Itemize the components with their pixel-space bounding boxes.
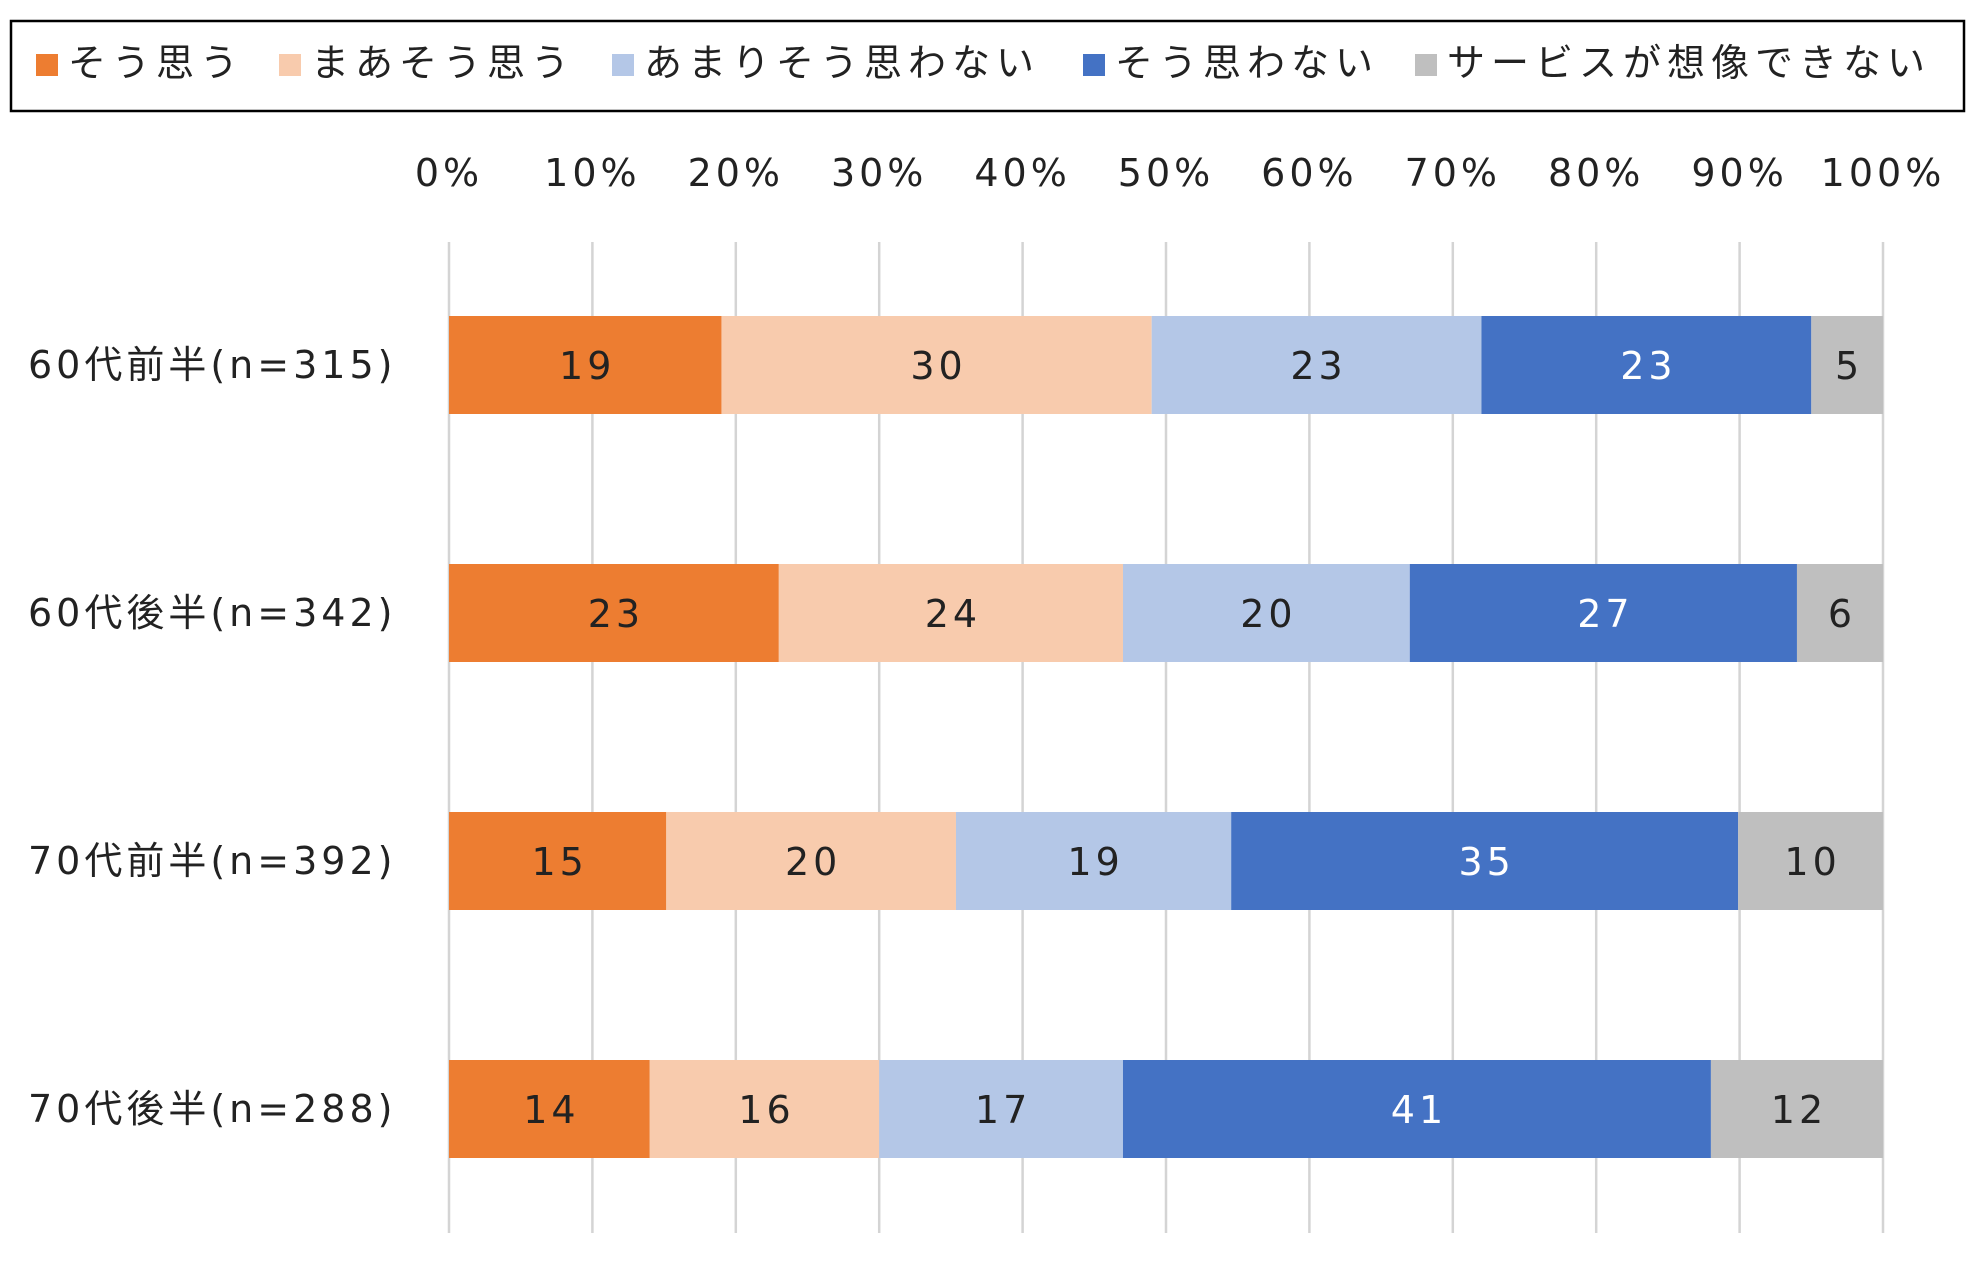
legend-swatch <box>279 54 301 76</box>
legend-label: そう思わない <box>1115 41 1379 85</box>
bar-segment <box>879 1060 1123 1158</box>
data-label: 23 <box>1620 344 1676 388</box>
legend: そう思う まあそう思う あまりそう思わない そう思わない サービスが想像できない <box>36 41 1931 85</box>
x-tick-label: 50% <box>1118 151 1214 195</box>
x-tick-label: 70% <box>1405 151 1501 195</box>
x-tick-label: 90% <box>1691 151 1787 195</box>
data-label: 30 <box>910 344 966 388</box>
legend-label: サービスが想像できない <box>1447 41 1931 85</box>
data-label: 41 <box>1391 1088 1447 1132</box>
category-label: 60代前半(n=315) <box>28 343 396 387</box>
data-label: 12 <box>1771 1088 1827 1132</box>
bar-segment <box>1151 316 1482 414</box>
bar-segment <box>1710 1060 1883 1158</box>
x-tick-label: 100% <box>1821 151 1946 195</box>
data-label: 10 <box>1784 840 1840 884</box>
legend-frame <box>9 19 1966 113</box>
category-labels: 60代前半(n=315) 60代後半(n=342) 70代前半(n=392) 70代後… <box>28 343 396 1131</box>
bar-segment <box>666 812 956 910</box>
bar-segment <box>449 564 779 662</box>
legend-label: まあそう思う <box>311 41 575 85</box>
category-label: 60代後半(n=342) <box>28 591 396 635</box>
data-label: 6 <box>1828 592 1856 636</box>
category-label: 70代前半(n=392) <box>28 839 396 883</box>
legend-swatch <box>36 54 58 76</box>
data-label: 5 <box>1835 344 1863 388</box>
legend-label: そう思う <box>68 41 244 85</box>
bar-segment <box>649 1060 880 1158</box>
bar-segment <box>955 812 1232 910</box>
data-label: 19 <box>559 344 615 388</box>
legend-label: あまりそう思わない <box>644 41 1040 85</box>
data-label: 23 <box>588 592 644 636</box>
data-label: 20 <box>785 840 841 884</box>
bar-segment <box>449 1060 650 1158</box>
data-label: 20 <box>1240 592 1296 636</box>
bar-segment <box>1122 564 1410 662</box>
bar-segment <box>449 812 667 910</box>
category-label: 70代後半(n=288) <box>28 1087 396 1131</box>
x-tick-label: 30% <box>831 151 927 195</box>
data-label: 23 <box>1290 344 1346 388</box>
x-axis-tick-labels: 0% 10% 20% 30% 40% 50% 60% 70% 80% 90% 100% <box>415 151 1946 195</box>
data-label: 35 <box>1458 840 1514 884</box>
data-label: 27 <box>1577 592 1633 636</box>
x-tick-label: 0% <box>415 151 483 195</box>
data-label: 24 <box>925 592 981 636</box>
x-tick-label: 10% <box>544 151 640 195</box>
legend-swatch <box>612 54 634 76</box>
x-tick-label: 40% <box>974 151 1070 195</box>
bar-segment <box>1409 564 1797 662</box>
bars: 19 30 23 23 5 23 24 20 27 6 15 20 19 35 10 14 16 17 41 12 <box>449 316 1883 1158</box>
bar-segment <box>1122 1060 1711 1158</box>
bar-segment <box>778 564 1123 662</box>
data-label: 15 <box>531 840 587 884</box>
bar-segment <box>1796 564 1883 662</box>
bar-segment <box>1481 316 1812 414</box>
x-tick-label: 80% <box>1548 151 1644 195</box>
legend-swatch <box>1083 54 1105 76</box>
bar-segment <box>1811 316 1883 414</box>
x-tick-label: 20% <box>688 151 784 195</box>
data-label: 19 <box>1067 840 1123 884</box>
bar-segment <box>721 316 1152 414</box>
bar-segment <box>1738 812 1883 910</box>
data-label: 14 <box>523 1088 579 1132</box>
bar-segment <box>1231 812 1739 910</box>
data-label: 17 <box>975 1088 1031 1132</box>
data-label: 16 <box>738 1088 794 1132</box>
legend-swatch <box>1415 54 1437 76</box>
x-tick-label: 60% <box>1261 151 1357 195</box>
bar-segment <box>449 316 722 414</box>
